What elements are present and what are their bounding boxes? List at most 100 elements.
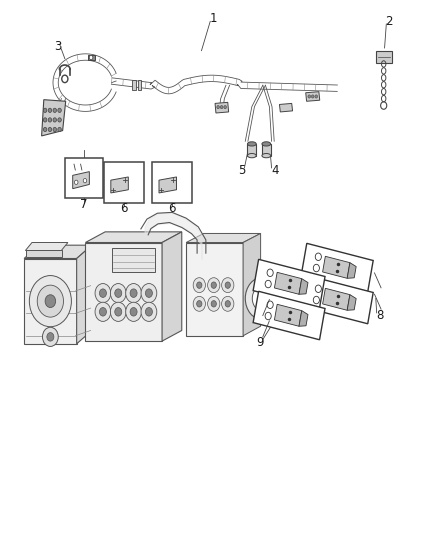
Circle shape bbox=[145, 308, 152, 316]
Circle shape bbox=[211, 282, 216, 288]
Polygon shape bbox=[247, 144, 256, 156]
Polygon shape bbox=[299, 279, 308, 294]
Circle shape bbox=[110, 284, 126, 303]
Ellipse shape bbox=[247, 154, 256, 158]
Circle shape bbox=[313, 264, 319, 272]
Text: 4: 4 bbox=[271, 164, 279, 176]
Text: 6: 6 bbox=[168, 202, 176, 215]
Circle shape bbox=[115, 308, 122, 316]
Circle shape bbox=[197, 282, 202, 288]
Circle shape bbox=[95, 284, 111, 303]
Circle shape bbox=[220, 106, 223, 109]
Circle shape bbox=[58, 127, 61, 132]
Circle shape bbox=[130, 308, 137, 316]
Circle shape bbox=[193, 278, 205, 293]
Circle shape bbox=[141, 284, 157, 303]
Circle shape bbox=[267, 301, 273, 309]
Circle shape bbox=[53, 118, 57, 122]
Polygon shape bbox=[253, 292, 325, 340]
Circle shape bbox=[99, 289, 106, 297]
Circle shape bbox=[211, 301, 216, 307]
Circle shape bbox=[115, 289, 122, 297]
Circle shape bbox=[95, 302, 111, 321]
Polygon shape bbox=[299, 311, 308, 326]
Polygon shape bbox=[275, 272, 302, 294]
Polygon shape bbox=[42, 100, 66, 136]
Circle shape bbox=[99, 308, 106, 316]
Circle shape bbox=[141, 302, 157, 321]
Circle shape bbox=[130, 289, 137, 297]
Polygon shape bbox=[73, 172, 89, 189]
Circle shape bbox=[222, 278, 234, 293]
Circle shape bbox=[29, 276, 71, 327]
Polygon shape bbox=[323, 256, 350, 278]
Polygon shape bbox=[279, 103, 293, 112]
Circle shape bbox=[43, 118, 47, 122]
Polygon shape bbox=[112, 248, 155, 272]
Ellipse shape bbox=[247, 142, 256, 146]
Circle shape bbox=[252, 286, 273, 311]
Circle shape bbox=[208, 296, 220, 311]
Circle shape bbox=[267, 269, 273, 277]
Polygon shape bbox=[159, 177, 177, 193]
Polygon shape bbox=[25, 243, 68, 251]
Polygon shape bbox=[24, 259, 77, 344]
Polygon shape bbox=[347, 295, 356, 310]
Circle shape bbox=[45, 295, 56, 308]
Ellipse shape bbox=[262, 154, 271, 158]
Circle shape bbox=[222, 296, 234, 311]
Circle shape bbox=[83, 179, 87, 183]
Circle shape bbox=[126, 302, 141, 321]
Text: 2: 2 bbox=[385, 15, 392, 28]
Polygon shape bbox=[77, 245, 92, 344]
Circle shape bbox=[217, 106, 219, 109]
Circle shape bbox=[48, 108, 52, 112]
Text: 3: 3 bbox=[55, 41, 62, 53]
Circle shape bbox=[315, 95, 318, 98]
Polygon shape bbox=[253, 260, 325, 308]
Polygon shape bbox=[88, 55, 95, 60]
Polygon shape bbox=[111, 177, 128, 193]
Polygon shape bbox=[85, 232, 182, 243]
Circle shape bbox=[208, 278, 220, 293]
Polygon shape bbox=[85, 243, 162, 341]
Circle shape bbox=[126, 284, 141, 303]
Bar bbox=[376, 51, 392, 63]
Circle shape bbox=[245, 277, 280, 320]
Bar bbox=[152, 162, 192, 203]
Circle shape bbox=[193, 296, 205, 311]
Circle shape bbox=[43, 127, 47, 132]
Polygon shape bbox=[162, 232, 182, 341]
Circle shape bbox=[43, 108, 47, 112]
Circle shape bbox=[197, 301, 202, 307]
Circle shape bbox=[53, 127, 57, 132]
Polygon shape bbox=[186, 243, 243, 336]
Text: 6: 6 bbox=[120, 202, 128, 215]
Circle shape bbox=[74, 180, 78, 184]
Circle shape bbox=[311, 95, 314, 98]
Circle shape bbox=[89, 55, 93, 60]
Polygon shape bbox=[243, 233, 261, 336]
Polygon shape bbox=[24, 245, 92, 259]
Circle shape bbox=[58, 108, 61, 112]
Polygon shape bbox=[186, 233, 261, 243]
Text: 8: 8 bbox=[377, 309, 384, 321]
Circle shape bbox=[48, 127, 52, 132]
Circle shape bbox=[315, 253, 321, 261]
Polygon shape bbox=[301, 276, 373, 324]
Text: 5: 5 bbox=[238, 164, 245, 176]
Circle shape bbox=[110, 302, 126, 321]
Circle shape bbox=[313, 296, 319, 304]
Circle shape bbox=[265, 312, 271, 320]
Circle shape bbox=[315, 285, 321, 293]
Circle shape bbox=[47, 333, 54, 341]
Bar bbox=[104, 162, 144, 203]
Bar bbox=[65, 158, 103, 198]
Bar bbox=[26, 250, 62, 257]
Polygon shape bbox=[138, 80, 141, 90]
Circle shape bbox=[225, 282, 230, 288]
Polygon shape bbox=[306, 92, 320, 101]
Ellipse shape bbox=[262, 142, 271, 146]
Text: 7: 7 bbox=[80, 198, 88, 211]
Circle shape bbox=[265, 280, 271, 288]
